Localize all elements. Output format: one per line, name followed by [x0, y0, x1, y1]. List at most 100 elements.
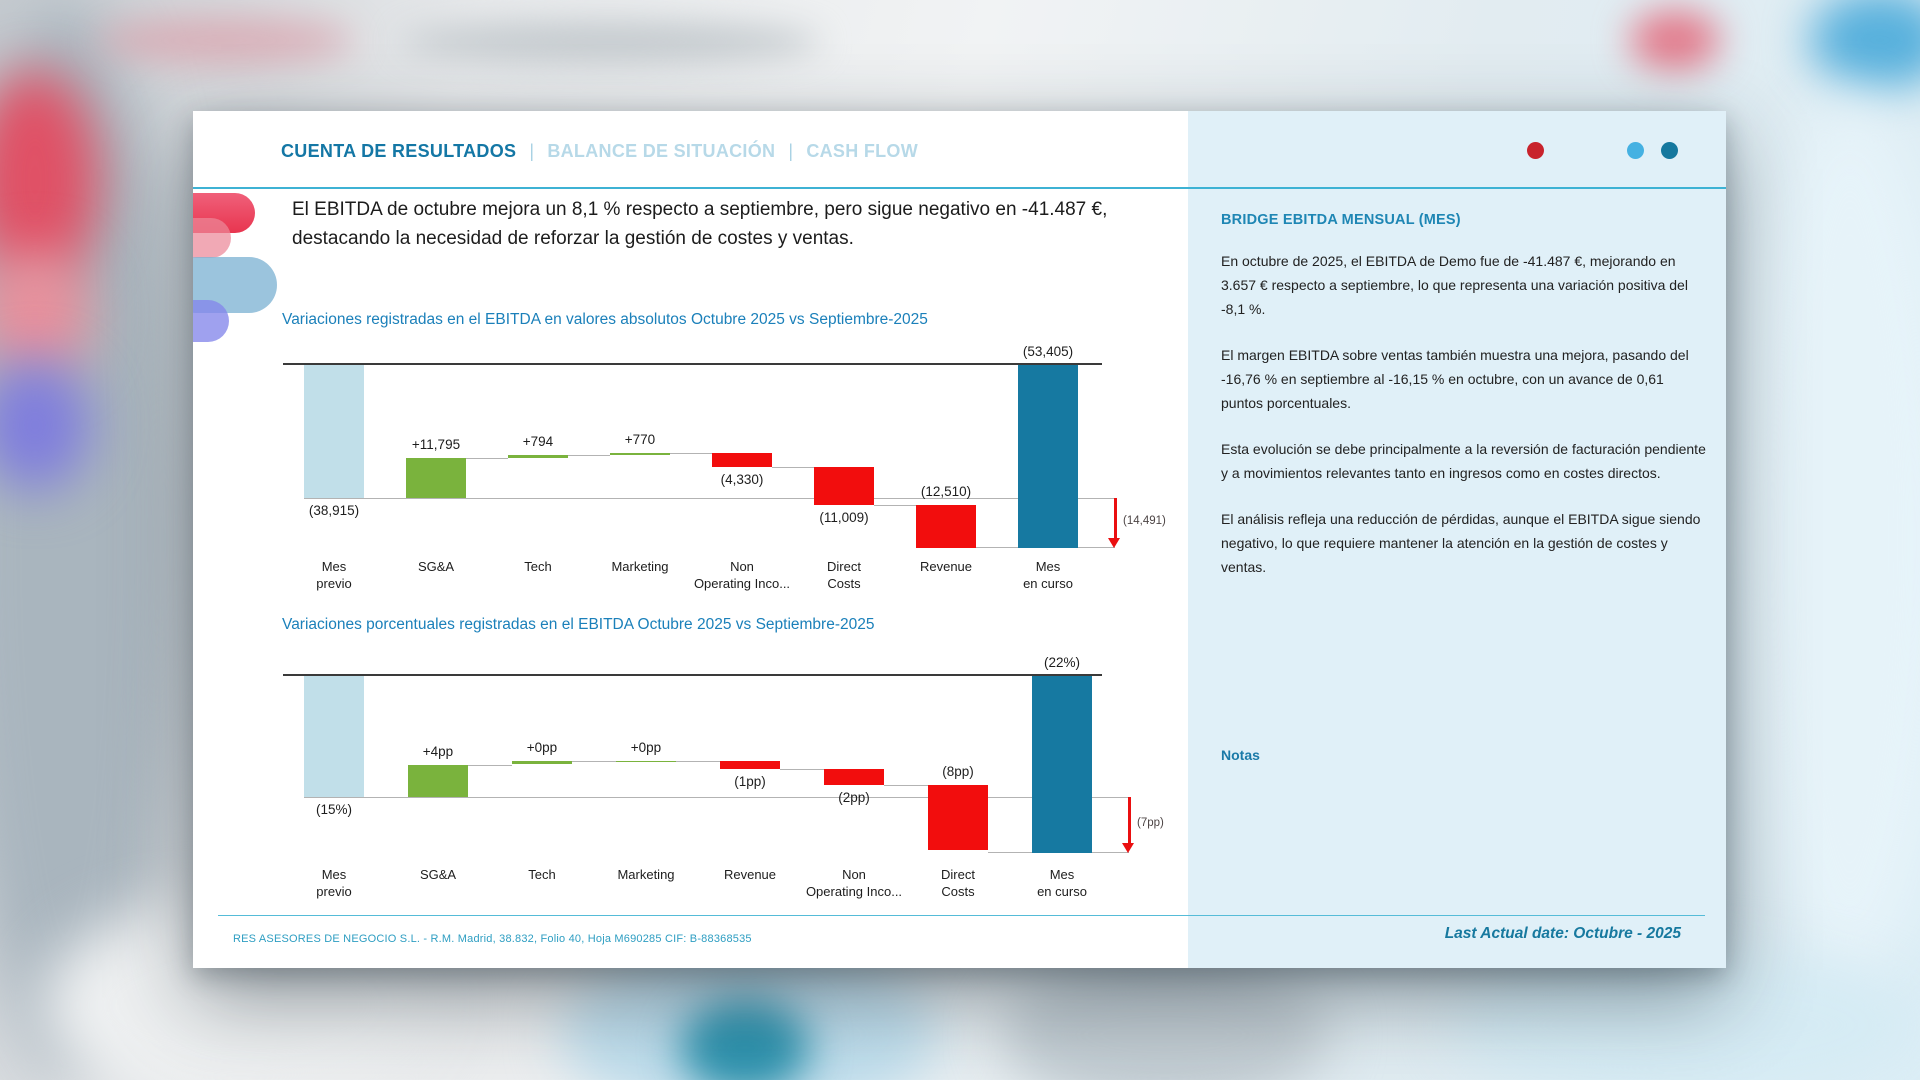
waterfall-bar: [610, 452, 670, 456]
x-axis-label: Mes previo: [316, 559, 352, 591]
x-axis-label: Direct Costs: [941, 867, 975, 899]
report-slide: BRIDGE EBITDA MENSUAL (MES) En octubre d…: [193, 111, 1726, 968]
waterfall-bar: [1018, 365, 1078, 548]
background-blob: [0, 250, 90, 380]
notes-link[interactable]: Notas: [1221, 747, 1260, 763]
connector-line: [468, 764, 512, 766]
logo-pill-pink: [193, 218, 231, 258]
panel-paragraphs: En octubre de 2025, el EBITDA de Demo fu…: [1221, 249, 1707, 601]
waterfall-bar: [928, 785, 988, 850]
bridge-arrow-head: [1108, 538, 1120, 548]
tab-separator: |: [529, 141, 535, 161]
header-divider: [193, 187, 1726, 189]
panel-paragraph: El análisis refleja una reducción de pér…: [1221, 511, 1701, 575]
panel-paragraph: En octubre de 2025, el EBITDA de Demo fu…: [1221, 253, 1688, 317]
indicator-dot-red[interactable]: [1527, 142, 1544, 159]
bar-value-label: (1pp): [734, 774, 766, 790]
bridge-arrow-label: (14,491): [1123, 515, 1166, 528]
bar-value-label: +4pp: [422, 743, 454, 759]
indicator-dot-light-blue[interactable]: [1627, 142, 1644, 159]
connector-line: [568, 455, 610, 457]
x-axis-label: Revenue: [723, 867, 777, 882]
x-axis-label: Tech: [524, 559, 552, 574]
bar-value-label: (4,330): [720, 472, 764, 488]
start-level-line: [304, 796, 1129, 798]
waterfall-bar: [508, 455, 568, 458]
zero-axis: [283, 674, 1102, 676]
bridge-arrow-label: (7pp): [1137, 816, 1164, 829]
x-axis-label: Revenue: [919, 559, 973, 574]
x-axis-label: Marketing: [611, 559, 669, 574]
indicator-dot-teal[interactable]: [1661, 142, 1678, 159]
waterfall-bar: [824, 769, 884, 786]
bar-value-label: (12,510): [920, 484, 972, 500]
waterfall-bar: [304, 676, 364, 797]
x-axis-label: Non Operating Inco...: [693, 559, 791, 591]
waterfall-chart-percentage: (15%) +4pp +0pp +0pp (1pp) (2pp) (8pp) (22%) Mes…: [283, 651, 1188, 911]
bar-value-label: +0pp: [630, 740, 662, 756]
chart-title-absolute: Variaciones registradas en el EBITDA en …: [282, 311, 928, 328]
waterfall-chart-absolute: (38,915) +11,795 +794 +770 (4,330) (11,009) (1…: [283, 344, 1188, 606]
connector-line: [364, 796, 408, 798]
x-axis-label: Mes previo: [316, 867, 352, 899]
background-blob: [95, 18, 355, 63]
start-level-line: [304, 498, 1115, 500]
tab-cash-flow[interactable]: CASH FLOW: [806, 141, 919, 161]
footer-company: RES ASESORES DE NEGOCIO S.L. - R.M. Madr…: [233, 933, 752, 945]
bar-value-label: (2pp): [838, 790, 870, 806]
x-axis-label: Tech: [528, 867, 556, 882]
waterfall-bar: [406, 457, 466, 499]
background-blob: [1740, 100, 1920, 980]
panel-paragraph: El margen EBITDA sobre ventas también mu…: [1221, 347, 1689, 411]
insight-panel: BRIDGE EBITDA MENSUAL (MES) En octubre d…: [1188, 111, 1726, 968]
footer-divider: [218, 915, 1705, 916]
x-axis-label: Non Operating Inco...: [805, 867, 903, 899]
background-blob: [1000, 960, 1330, 1080]
bar-value-label: (11,009): [819, 510, 869, 526]
bar-value-label: +770: [624, 431, 656, 447]
chart-title-percentage: Variaciones porcentuales registradas en …: [282, 616, 875, 633]
background-blob: [680, 1000, 810, 1080]
waterfall-bar: [512, 761, 572, 765]
bar-value-label: +0pp: [526, 740, 558, 756]
bar-value-label: (53,405): [1022, 344, 1074, 359]
connector-line: [466, 457, 508, 459]
x-axis-label: Direct Costs: [827, 559, 861, 591]
last-actual-date: Last Actual date: Octubre - 2025: [1444, 925, 1681, 942]
waterfall-bar: [720, 761, 780, 770]
bar-value-label: (38,915): [308, 503, 360, 519]
x-axis-label: Marketing: [617, 867, 675, 882]
panel-title: BRIDGE EBITDA MENSUAL (MES): [1221, 212, 1461, 228]
bar-value-label: (8pp): [942, 764, 974, 780]
zero-axis: [283, 363, 1102, 365]
report-tabs: CUENTA DE RESULTADOS | BALANCE DE SITUAC…: [281, 141, 918, 162]
connector-line: [780, 769, 824, 771]
panel-paragraph: Esta evolución se debe principalmente a …: [1221, 441, 1706, 481]
headline: El EBITDA de octubre mejora un 8,1 % res…: [292, 195, 1192, 253]
waterfall-bar: [304, 365, 364, 499]
connector-line: [772, 467, 814, 469]
bridge-arrow: [1128, 796, 1131, 844]
background-blob: [0, 360, 90, 490]
connector-line: [670, 452, 712, 454]
background-blob: [1450, 950, 1920, 1080]
waterfall-bar: [916, 505, 976, 548]
tab-separator: |: [788, 141, 794, 161]
bar-value-label: +794: [522, 434, 554, 450]
headline-line: destacando la necesidad de reforzar la g…: [292, 228, 854, 249]
waterfall-bar: [408, 764, 468, 797]
x-axis-label: SG&A: [417, 559, 455, 574]
connector-line: [572, 761, 616, 763]
tab-balance-de-situacion[interactable]: BALANCE DE SITUACIÓN: [547, 141, 776, 161]
connector-line: [874, 505, 916, 507]
bar-value-label: (22%): [1043, 655, 1080, 670]
logo-pill-purple: [193, 300, 229, 342]
background-blob: [400, 22, 820, 62]
background-blob: [1630, 10, 1720, 70]
bar-value-label: +11,795: [411, 436, 461, 452]
x-axis-label: Mes en curso: [1037, 867, 1087, 899]
bar-value-label: (15%): [315, 801, 352, 817]
tab-cuenta-de-resultados[interactable]: CUENTA DE RESULTADOS: [281, 141, 517, 161]
bridge-arrow: [1114, 498, 1117, 539]
x-axis-label: SG&A: [419, 867, 457, 882]
